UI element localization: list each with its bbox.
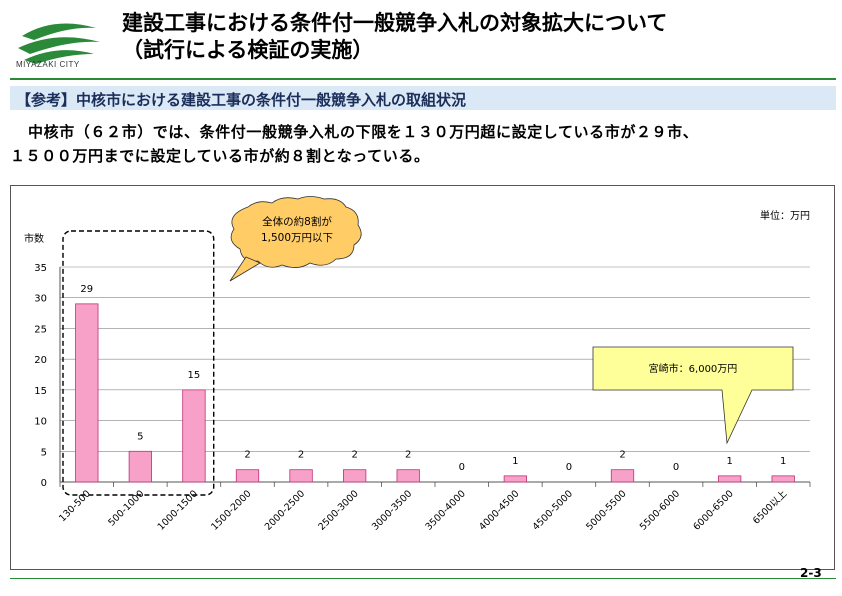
data-label: 2	[619, 450, 625, 461]
title-line-2: （試行による検証の実施）	[122, 38, 374, 62]
callout-text-line-1: 全体の約8割が	[262, 215, 332, 228]
x-tick-label: 1500-2000	[209, 488, 253, 532]
x-tick-label: 4000-4500	[477, 488, 521, 532]
data-label: 2	[298, 450, 304, 461]
bar	[342, 469, 367, 483]
city-callout-box	[592, 346, 794, 445]
body-line-1: 中核市（６２市）では、条件付一般競争入札の下限を１３０万円超に設定している市が２…	[28, 123, 699, 141]
y-tick-label: 35	[34, 263, 47, 274]
section-heading: 【参考】中核市における建設工事の条件付一般競争入札の取組状況	[16, 91, 467, 109]
data-label: 1	[780, 456, 786, 467]
data-label: 1	[512, 456, 518, 467]
y-tick-label: 5	[41, 447, 47, 458]
y-tick-label: 15	[34, 386, 47, 397]
bar	[771, 475, 795, 483]
x-tick-label: 3000-3500	[370, 488, 414, 532]
data-label: 29	[80, 284, 93, 295]
x-tick-label: 130-500	[57, 488, 93, 524]
title-line-1: 建設工事における条件付一般競争入札の対象拡大について	[122, 11, 668, 35]
x-tick-label: 5000-5500	[584, 488, 628, 532]
header-divider	[10, 78, 836, 80]
city-logo-icon	[18, 23, 100, 64]
body-text: 中核市（６２市）では、条件付一般競争入札の下限を１３０万円超に設定している市が２…	[10, 120, 840, 168]
bar	[610, 469, 635, 483]
bar	[289, 469, 313, 483]
data-label: 0	[673, 462, 679, 473]
x-tick-label: 2500-3000	[316, 488, 360, 532]
footer-divider	[10, 578, 836, 579]
data-label: 5	[137, 431, 143, 442]
group-highlight-box	[62, 230, 215, 496]
data-label: 15	[188, 370, 201, 381]
data-label: 0	[566, 462, 572, 473]
bar	[128, 450, 153, 483]
y-tick-label: 30	[34, 294, 47, 305]
logo-text: MIYAZAKI CITY	[16, 60, 80, 69]
y-tick-label: 10	[34, 417, 47, 428]
x-tick-label: 4500-5000	[531, 488, 575, 532]
data-label: 2	[244, 450, 250, 461]
section-heading-bar: 【参考】中核市における建設工事の条件付一般競争入札の取組状況	[10, 86, 836, 110]
bar	[75, 303, 99, 483]
callout-cloud	[230, 196, 362, 268]
bar	[717, 475, 742, 483]
x-tick-label: 6000-6500	[691, 488, 735, 532]
bar	[396, 469, 420, 483]
x-tick-label: 3500-4000	[424, 488, 468, 532]
bar	[235, 469, 260, 483]
body-line-2: １５００万円までに設定している市が約８割となっている。	[10, 147, 430, 165]
y-tick-label: 25	[34, 324, 47, 335]
bar	[503, 475, 528, 483]
callout-text-line-2: 1,500万円以下	[261, 232, 333, 244]
bar	[182, 389, 206, 483]
y-tick-label: 0	[41, 478, 47, 489]
data-label: 2	[405, 450, 411, 461]
data-label: 0	[459, 462, 465, 473]
bar-chart: 05101520253035市数単位：万円29130-5005500-10001…	[24, 196, 811, 533]
callout-cloud-tail	[229, 256, 261, 282]
y-axis-label: 市数	[24, 232, 44, 245]
data-label: 1	[726, 456, 732, 467]
data-label: 2	[351, 450, 357, 461]
x-tick-label: 5500-6000	[638, 488, 682, 532]
y-tick-label: 20	[34, 355, 47, 366]
x-tick-label: 2000-2500	[263, 488, 307, 532]
unit-label: 単位：万円	[760, 209, 810, 222]
city-callout-text: 宮崎市：6,000万円	[649, 362, 738, 375]
page-number: 2-3	[800, 566, 822, 580]
x-tick-label: 6500以上	[751, 488, 790, 527]
page-title: 建設工事における条件付一般競争入札の対象拡大について （試行による検証の実施）	[122, 10, 667, 64]
